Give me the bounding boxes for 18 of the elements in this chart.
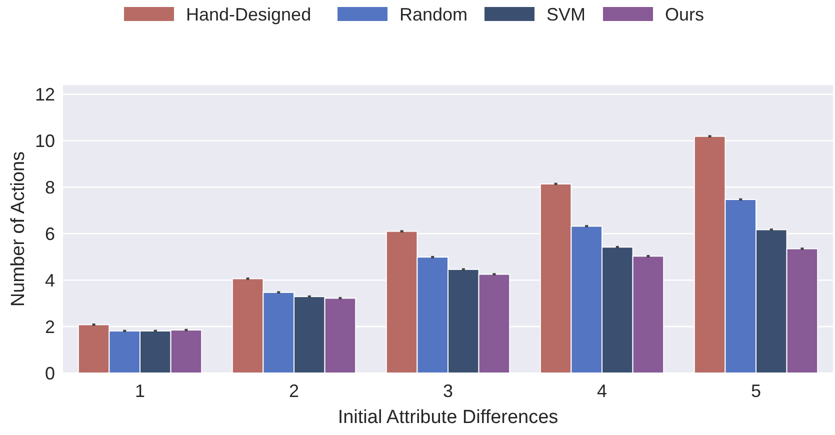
y-tick-label: 10: [34, 131, 55, 152]
y-axis-title: Number of Actions: [8, 151, 29, 307]
legend-label: Ours: [665, 4, 704, 24]
y-tick-label: 8: [44, 177, 55, 198]
legend-label: SVM: [546, 4, 586, 24]
legend-label: Hand-Designed: [186, 4, 312, 24]
x-axis-title: Initial Attribute Differences: [338, 407, 558, 428]
y-tick-label: 12: [34, 84, 55, 105]
x-tick-label: 4: [596, 381, 608, 401]
y-tick-label: 4: [44, 270, 55, 290]
x-tick-label: 2: [288, 381, 300, 401]
x-tick-label: 3: [442, 381, 454, 401]
y-tick-label: 6: [44, 224, 55, 244]
legend-label: Random: [400, 4, 468, 24]
y-tick-label: 0: [44, 363, 55, 384]
y-tick-label: 2: [44, 316, 55, 337]
x-tick-label: 1: [134, 381, 146, 401]
x-tick-label: 5: [750, 381, 762, 401]
